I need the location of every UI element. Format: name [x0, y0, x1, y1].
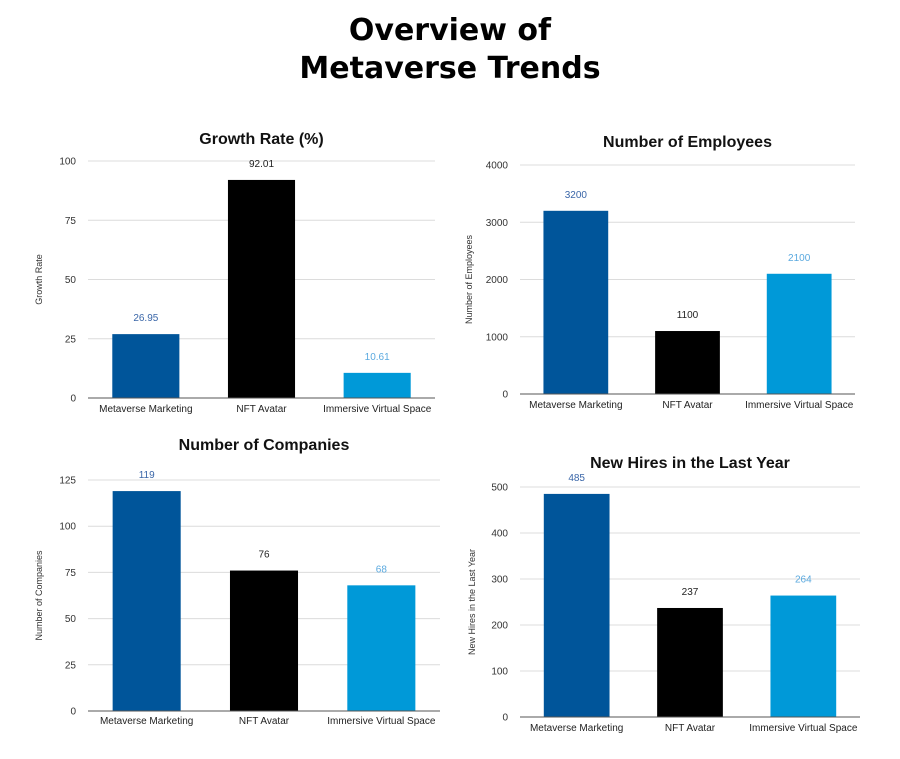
page-title-line-2: Metaverse Trends [299, 51, 601, 86]
y-tick-label: 4000 [486, 161, 509, 172]
bar-immersive-virtual-space [347, 585, 416, 711]
data-label-nft-avatar: 1100 [677, 310, 699, 321]
bar-immersive-virtual-space [766, 273, 832, 394]
y-axis-label: Growth Rate [34, 254, 44, 305]
chart-title: Number of Companies [179, 437, 350, 454]
y-tick-label: 200 [491, 621, 508, 632]
category-label-metaverse-marketing: Metaverse Marketing [530, 723, 623, 734]
y-axis-label: Number of Employees [464, 234, 474, 324]
y-tick-label: 50 [65, 614, 77, 625]
y-tick-label: 75 [65, 216, 77, 227]
y-tick-label: 0 [502, 713, 508, 724]
y-tick-label: 1000 [486, 332, 509, 343]
y-axis-label: New Hires in the Last Year [467, 549, 477, 655]
y-axis-label: Number of Companies [34, 550, 44, 641]
category-label-metaverse-marketing: Metaverse Marketing [99, 404, 192, 415]
y-tick-label: 400 [491, 529, 508, 540]
page-title: Overview of Metaverse Trends [0, 12, 900, 88]
data-label-metaverse-marketing: 485 [568, 473, 585, 484]
page-title-line-1: Overview of [348, 13, 552, 48]
chart-title: Number of Employees [603, 134, 772, 151]
y-tick-label: 50 [65, 275, 77, 286]
category-label-nft-avatar: NFT Avatar [662, 400, 713, 411]
y-tick-label: 500 [491, 483, 508, 494]
new-hires-chart: New Hires in the Last Year New Hires in t… [467, 455, 860, 734]
data-label-immersive-virtual-space: 2100 [788, 253, 811, 264]
y-tick-label: 0 [502, 390, 508, 401]
category-label-nft-avatar: NFT Avatar [236, 404, 287, 415]
data-label-nft-avatar: 237 [682, 587, 699, 598]
category-label-nft-avatar: NFT Avatar [239, 716, 290, 727]
category-label-nft-avatar: NFT Avatar [665, 723, 716, 734]
y-tick-label: 300 [491, 575, 508, 586]
bar-nft-avatar [657, 607, 723, 717]
data-label-metaverse-marketing: 119 [139, 470, 155, 481]
y-tick-label: 3000 [486, 218, 509, 229]
data-label-metaverse-marketing: 26.95 [133, 313, 158, 324]
category-label-metaverse-marketing: Metaverse Marketing [100, 716, 193, 727]
bar-metaverse-marketing [543, 493, 610, 717]
data-label-metaverse-marketing: 3200 [565, 190, 588, 201]
bar-metaverse-marketing [543, 210, 609, 394]
y-tick-label: 25 [65, 334, 77, 345]
bar-immersive-virtual-space [343, 372, 411, 398]
bar-nft-avatar [655, 331, 720, 394]
data-label-immersive-virtual-space: 264 [795, 575, 812, 586]
data-label-nft-avatar: 92.01 [249, 159, 274, 170]
category-label-immersive-virtual-space: Immersive Virtual Space [749, 723, 858, 734]
bar-nft-avatar [227, 179, 296, 398]
bar-metaverse-marketing [112, 334, 180, 398]
y-tick-label: 125 [59, 476, 76, 487]
bar-immersive-virtual-space [770, 595, 837, 717]
growth-rate-chart: Growth Rate (%) Growth Rate 0 25 50 75 100 26.9… [34, 131, 435, 415]
y-tick-label: 100 [491, 667, 508, 678]
category-label-immersive-virtual-space: Immersive Virtual Space [327, 716, 436, 727]
bar-metaverse-marketing [112, 491, 181, 711]
category-label-metaverse-marketing: Metaverse Marketing [529, 400, 622, 411]
y-tick-label: 25 [65, 660, 77, 671]
y-tick-label: 100 [59, 157, 76, 168]
y-tick-label: 0 [70, 707, 76, 718]
chart-title: Growth Rate (%) [199, 131, 323, 148]
y-tick-label: 2000 [486, 275, 509, 286]
y-tick-label: 100 [59, 522, 76, 533]
data-label-immersive-virtual-space: 68 [376, 564, 388, 575]
y-tick-label: 0 [70, 394, 76, 405]
data-label-nft-avatar: 76 [258, 550, 270, 561]
chart-title: New Hires in the Last Year [590, 455, 790, 472]
companies-chart: Number of Companies Number of Companies 0 2… [34, 437, 440, 727]
bar-nft-avatar [229, 570, 299, 711]
category-label-immersive-virtual-space: Immersive Virtual Space [323, 404, 432, 415]
employees-chart: Number of Employees Number of Employees 0 1… [464, 134, 855, 411]
data-label-immersive-virtual-space: 10.61 [365, 352, 390, 363]
y-tick-label: 75 [65, 568, 77, 579]
category-label-immersive-virtual-space: Immersive Virtual Space [745, 400, 854, 411]
